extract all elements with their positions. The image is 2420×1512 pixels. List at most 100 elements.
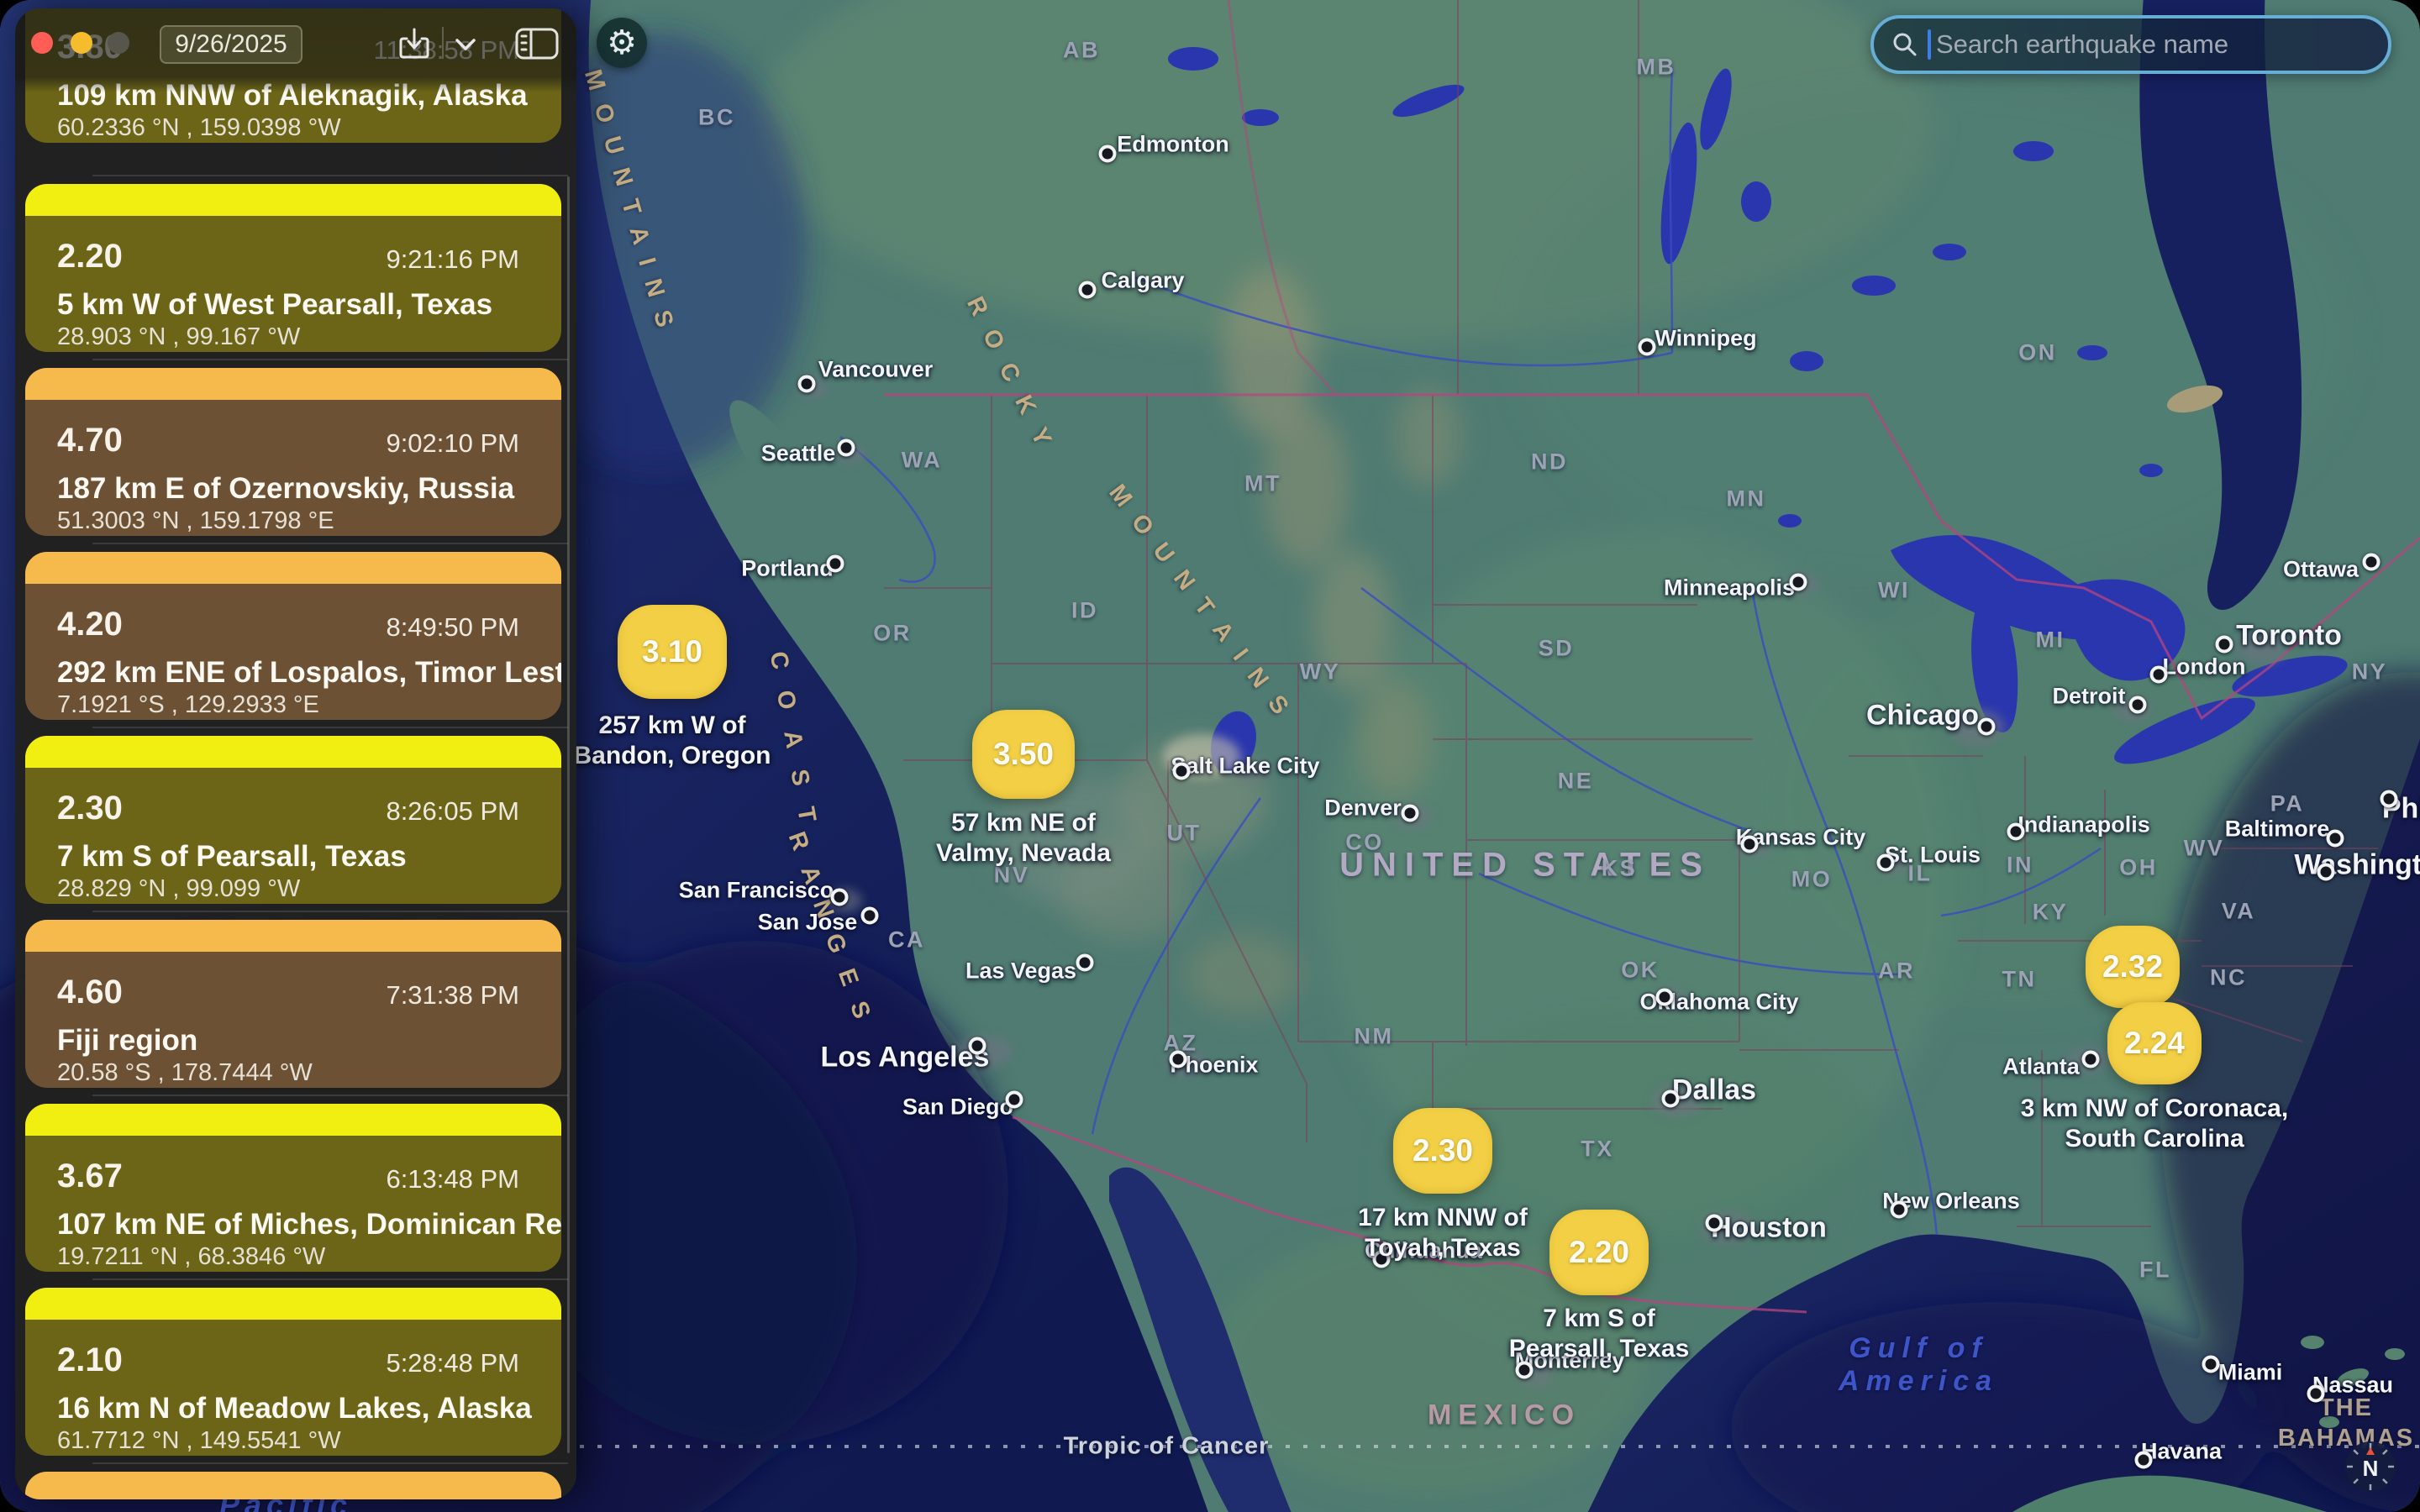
earthquake-card[interactable]: 4.20 8:49:50 PM 292 km ENE of Lospalos, Ti… bbox=[25, 552, 561, 720]
card-divider bbox=[92, 543, 568, 544]
city-label: Las Vegas bbox=[965, 958, 1077, 984]
card-location: Fiji region bbox=[57, 1024, 198, 1057]
card-severity-bar bbox=[25, 368, 561, 400]
city-dot bbox=[1172, 762, 1191, 780]
city-label: Seattle bbox=[760, 440, 836, 466]
card-time: 9:21:16 PM bbox=[386, 244, 519, 274]
earthquake-card[interactable]: 2.30 8:26:05 PM 7 km S of Pearsall, Texas 2… bbox=[25, 736, 561, 904]
city-dot bbox=[2081, 1050, 2100, 1068]
city-label: Denver bbox=[1324, 795, 1402, 821]
card-severity-bar bbox=[25, 1472, 561, 1499]
state-label: UT bbox=[1166, 820, 1202, 846]
earthquake-marker[interactable]: 2.30 bbox=[1393, 1108, 1492, 1194]
city-dot bbox=[2215, 635, 2233, 654]
state-label: SD bbox=[1538, 635, 1575, 661]
marker-label: 257 km W of Bandon, Oregon bbox=[573, 711, 771, 769]
city-label: Toronto bbox=[2236, 619, 2342, 652]
city-label: Houston bbox=[1711, 1211, 1827, 1244]
city-dot bbox=[1789, 573, 1807, 591]
sidebar-toggle-icon[interactable] bbox=[513, 24, 561, 62]
james-bay bbox=[2139, 0, 2302, 610]
chevron-down-icon[interactable] bbox=[449, 32, 482, 57]
card-magnitude: 4.70 bbox=[57, 422, 123, 459]
city-dot bbox=[1169, 1050, 1187, 1068]
earthquake-marker[interactable]: 2.20 bbox=[1549, 1210, 1649, 1295]
card-magnitude: 2.20 bbox=[57, 238, 123, 275]
state-label: CO bbox=[1345, 829, 1384, 855]
state-label: MO bbox=[1791, 866, 1833, 892]
state-label: IL bbox=[1907, 860, 1933, 886]
city-dot bbox=[2317, 863, 2335, 881]
card-severity-bar bbox=[25, 1104, 561, 1136]
earthquake-card[interactable]: 4.60 7:31:38 PM Fiji region 20.58 °S , 178.… bbox=[25, 920, 561, 1088]
card-location: 5 km W of West Pearsall, Texas bbox=[57, 288, 493, 321]
city-dot bbox=[797, 375, 816, 393]
zoom-button[interactable] bbox=[108, 32, 129, 54]
city-dot bbox=[2307, 1384, 2325, 1403]
card-divider bbox=[92, 1278, 568, 1280]
marker-magnitude: 2.30 bbox=[1412, 1133, 1473, 1168]
card-severity-bar bbox=[25, 1288, 561, 1320]
card-divider bbox=[92, 1095, 568, 1096]
close-button[interactable] bbox=[31, 32, 53, 54]
card-divider bbox=[92, 359, 568, 360]
state-label: OK bbox=[1621, 957, 1660, 983]
state-label: WV bbox=[2183, 835, 2225, 861]
earthquake-card[interactable]: 3.67 6:13:48 PM 107 km NE of Miches, Domin… bbox=[25, 1104, 561, 1272]
state-label: WI bbox=[1878, 577, 1910, 603]
state-label: ON bbox=[2018, 339, 2057, 365]
state-label: BC bbox=[698, 104, 735, 130]
earthquake-card[interactable] bbox=[25, 1472, 561, 1499]
city-label: Washington bbox=[2294, 848, 2420, 881]
state-label: NC bbox=[2210, 964, 2247, 990]
state-label: OH bbox=[2119, 854, 2158, 880]
state-label: ND bbox=[1531, 449, 1568, 475]
card-magnitude: 2.10 bbox=[57, 1341, 123, 1378]
card-magnitude: 2.30 bbox=[57, 790, 123, 827]
card-coordinates: 28.903 °N , 99.167 °W bbox=[57, 323, 301, 350]
city-label: Nassau bbox=[2312, 1372, 2394, 1398]
search-bar[interactable] bbox=[1870, 15, 2391, 74]
card-location: 7 km S of Pearsall, Texas bbox=[57, 840, 407, 873]
map-region-label: UNITED STATES bbox=[1339, 846, 1711, 884]
cuba bbox=[2012, 1475, 2328, 1512]
city-dot bbox=[1401, 804, 1419, 822]
minimize-button[interactable] bbox=[71, 32, 92, 54]
city-label: London bbox=[2162, 654, 2246, 680]
card-coordinates: 51.3003 °N , 159.1798 °E bbox=[57, 507, 334, 534]
marker-magnitude: 3.10 bbox=[641, 634, 702, 669]
earthquake-card[interactable]: 4.70 9:02:10 PM 187 km E of Ozernovskiy, R… bbox=[25, 368, 561, 536]
state-label: WY bbox=[1299, 659, 1341, 685]
toolbar-backdrop bbox=[15, 8, 576, 92]
marker-label: 7 km S of Pearsall, Texas bbox=[1508, 1305, 1690, 1362]
settings-button[interactable]: ⚙ bbox=[597, 18, 647, 68]
earthquake-marker[interactable]: 2.32 bbox=[2086, 926, 2180, 1008]
earthquake-card[interactable]: 2.10 5:28:48 PM 16 km N of Meadow Lakes, A… bbox=[25, 1288, 561, 1456]
card-magnitude: 3.67 bbox=[57, 1158, 123, 1194]
earthquake-card[interactable]: 2.20 9:21:16 PM 5 km W of West Pearsall, T… bbox=[25, 184, 561, 352]
download-icon[interactable] bbox=[395, 24, 434, 63]
state-label: KY bbox=[2032, 899, 2069, 925]
state-label: NM bbox=[1354, 1023, 1394, 1049]
gulf-of-california bbox=[1109, 1167, 1292, 1512]
earthquake-marker[interactable]: 2.24 bbox=[2107, 1002, 2202, 1084]
city-dot bbox=[1515, 1361, 1534, 1379]
search-input[interactable] bbox=[1934, 29, 2371, 60]
earthquake-marker[interactable]: 3.50 bbox=[972, 710, 1075, 799]
city-dot bbox=[1372, 1250, 1391, 1268]
card-time: 8:49:50 PM bbox=[386, 612, 519, 642]
date-picker[interactable]: 9/26/2025 bbox=[160, 25, 302, 64]
city-label: Winnipeg bbox=[1655, 325, 1757, 351]
earthquake-marker[interactable]: 3.10 bbox=[618, 605, 727, 699]
state-label: WA bbox=[901, 447, 943, 473]
state-label: VA bbox=[2221, 898, 2256, 924]
city-dot bbox=[830, 888, 849, 906]
city-dot bbox=[2362, 553, 2381, 571]
city-label: Minneapolis bbox=[1663, 575, 1796, 601]
compass[interactable]: N bbox=[2344, 1441, 2396, 1493]
scrollbar[interactable] bbox=[567, 176, 570, 1453]
state-label: CA bbox=[888, 927, 925, 953]
state-label: IN bbox=[2007, 852, 2033, 878]
city-dot bbox=[1005, 1090, 1023, 1109]
